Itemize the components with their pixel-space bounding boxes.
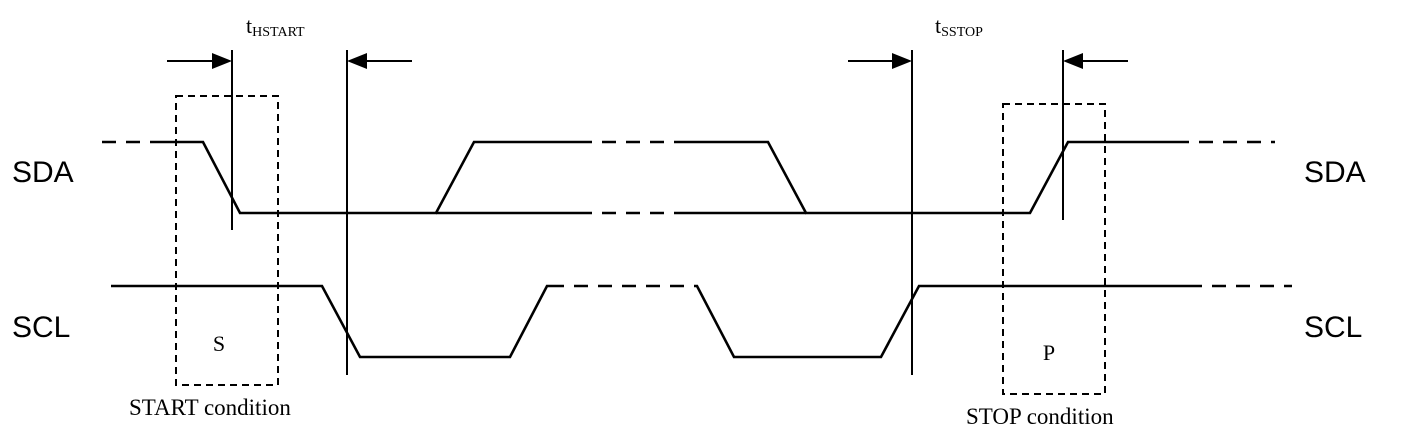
start-condition-label: START condition bbox=[129, 395, 291, 420]
stop-condition-box bbox=[1002, 103, 1106, 395]
start-letter: S bbox=[213, 331, 225, 356]
sda-label-left: SDA bbox=[12, 156, 74, 189]
scl-label-left: SCL bbox=[12, 311, 70, 344]
t-sstop-sub: SSTOP bbox=[941, 25, 983, 40]
scl-wave-pulse-1 bbox=[111, 284, 550, 359]
sda-wave-stop bbox=[680, 140, 1175, 215]
t-hstart-label: tHSTART bbox=[246, 13, 305, 40]
hstart-arrow-left-head bbox=[212, 53, 232, 69]
scl-label-right: SCL bbox=[1304, 311, 1362, 344]
sda-label-right: SDA bbox=[1304, 156, 1366, 189]
t-hstart-main: t bbox=[246, 13, 252, 38]
t-hstart-sub: HSTART bbox=[252, 25, 305, 40]
scl-wave-pulse-2 bbox=[695, 284, 1188, 359]
stop-letter: P bbox=[1043, 340, 1055, 365]
sstop-arrow-left-head bbox=[892, 53, 912, 69]
t-sstop-main: t bbox=[935, 13, 941, 38]
sstop-arrow-right-head bbox=[1063, 53, 1083, 69]
hstart-arrow-right-head bbox=[347, 53, 367, 69]
start-condition-box bbox=[175, 95, 279, 386]
sda-wave-start bbox=[160, 140, 578, 215]
t-sstop-label: tSSTOP bbox=[935, 13, 983, 40]
stop-condition-label: STOP condition bbox=[966, 404, 1114, 429]
